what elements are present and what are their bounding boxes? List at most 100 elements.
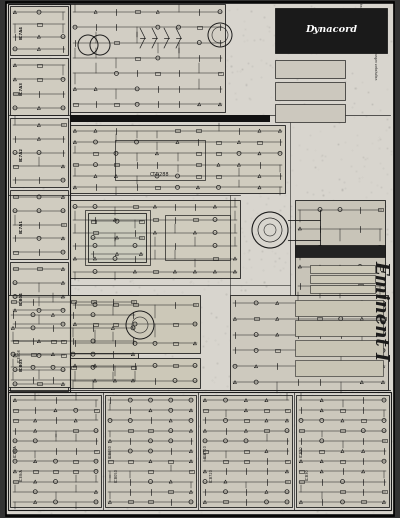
Bar [172,323,178,325]
Bar [310,265,375,273]
Text: Eminent I: Eminent I [371,260,389,360]
Bar [10,334,68,391]
Bar [310,275,375,283]
Text: EC7A1: EC7A1 [20,219,24,233]
Bar [275,60,345,78]
Bar [168,459,173,463]
Bar [196,129,200,132]
Bar [148,500,153,503]
Bar [148,470,153,473]
Bar [36,382,42,385]
Bar [114,103,119,106]
Bar [10,58,68,115]
Text: ECE6/A: ECE6/A [14,444,18,457]
Text: EC7A2: EC7A2 [2,146,6,159]
Text: EC7A2: EC7A2 [20,147,24,161]
Bar [36,267,42,270]
Bar [295,300,383,316]
Bar [298,470,304,473]
Text: ECB030: ECB030 [109,444,113,458]
Bar [73,470,78,473]
Bar [296,395,389,507]
Text: ECB050: ECB050 [115,468,119,482]
Bar [105,395,196,507]
Text: Schaltungsänderungen vorbehalten: Schaltungsänderungen vorbehalten [373,31,377,80]
Bar [254,317,259,320]
Text: ECB20: ECB20 [300,445,304,457]
Bar [12,92,18,95]
Bar [114,163,118,166]
Bar [155,72,160,75]
Bar [0,514,400,518]
Bar [8,295,138,387]
Bar [340,490,345,493]
Bar [188,470,194,473]
Text: ECB720: ECB720 [210,468,214,482]
Bar [216,175,221,178]
Bar [112,323,118,325]
Bar [36,78,42,81]
Bar [50,339,56,342]
Bar [298,429,304,432]
Bar [338,246,342,249]
Bar [196,163,200,166]
Bar [216,140,221,143]
Bar [70,295,200,353]
Bar [382,439,386,442]
Bar [12,409,18,412]
Text: EC7A1: EC7A1 [2,218,6,231]
Bar [338,365,343,368]
Bar [12,195,18,198]
Text: ECB04: ECB04 [2,290,6,303]
Bar [94,409,98,412]
Bar [128,459,133,463]
Bar [284,459,290,463]
Bar [70,115,270,122]
Bar [10,262,68,331]
Bar [10,190,68,259]
Bar [92,231,98,234]
Bar [130,366,136,369]
Bar [10,300,16,303]
Bar [154,186,160,189]
Bar [12,267,18,270]
Bar [223,500,228,503]
Bar [223,459,228,463]
Bar [358,246,362,249]
Bar [295,320,383,336]
Text: EC7A3: EC7A3 [2,80,6,93]
Bar [88,213,146,262]
Bar [90,300,96,303]
Bar [284,480,290,483]
Text: ECB710: ECB710 [204,444,208,458]
Bar [192,303,198,306]
Text: ECB03: ECB03 [20,357,24,371]
Bar [12,480,18,483]
Bar [200,395,292,507]
Bar [72,163,78,166]
Bar [10,118,68,187]
Bar [152,218,158,221]
Bar [264,409,269,412]
Text: ECB03: ECB03 [2,356,6,369]
Bar [73,459,78,463]
Bar [60,340,66,342]
Bar [12,419,18,422]
Bar [319,450,324,453]
Text: ECB30: ECB30 [306,469,310,480]
Bar [36,64,42,67]
Bar [60,123,66,126]
Bar [378,208,382,211]
Bar [257,140,262,143]
Text: ECE8/A: ECE8/A [20,468,24,481]
Bar [244,450,248,453]
Bar [73,429,78,432]
Bar [60,354,66,357]
Bar [53,470,58,473]
Bar [70,125,285,193]
Bar [361,419,366,422]
Bar [212,257,218,260]
Bar [196,152,200,155]
Bar [192,218,198,221]
Bar [60,223,66,226]
